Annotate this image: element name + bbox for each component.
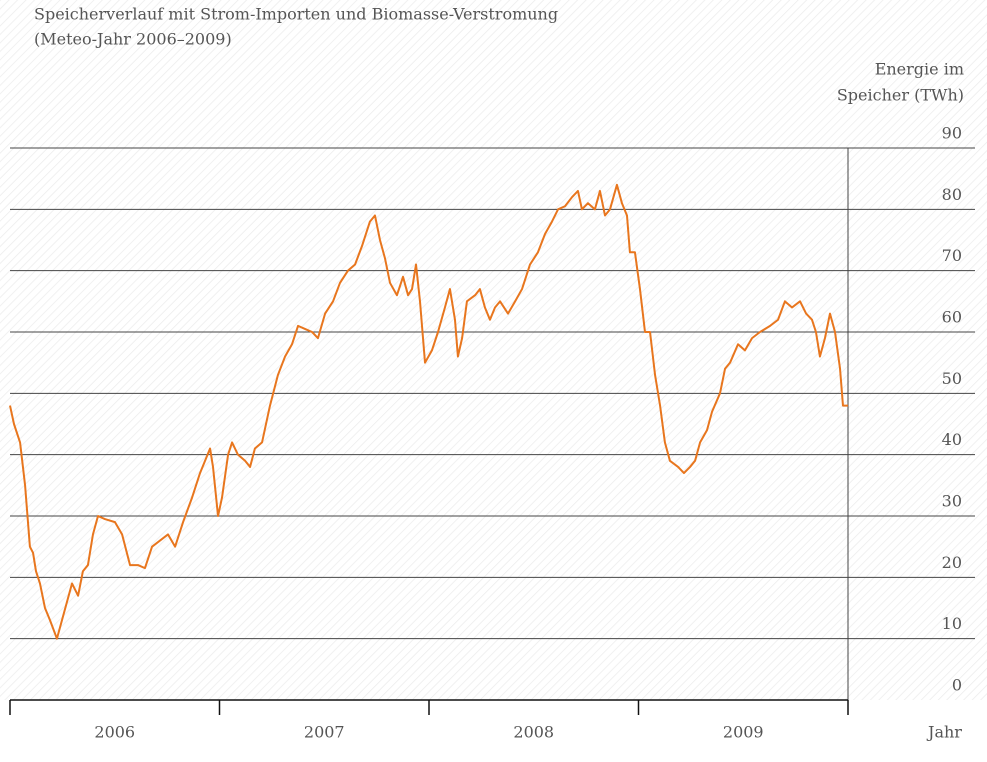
y-tick-label: 20: [942, 553, 962, 572]
x-tick-label: 2008: [513, 723, 554, 742]
y-tick-label: 70: [942, 246, 962, 265]
y-axis-label: Speicher (TWh): [837, 86, 964, 105]
x-axis-label: Jahr: [926, 723, 962, 742]
y-tick-label: 90: [942, 124, 962, 143]
y-tick-label: 30: [942, 492, 962, 511]
data-line: [9, 183, 848, 640]
chart-title: (Meteo-Jahr 2006–2009): [34, 30, 232, 49]
y-tick-label: 40: [942, 430, 962, 449]
y-tick-label: 50: [942, 369, 962, 388]
x-tick-label: 2009: [723, 723, 764, 742]
chart-title: Speicherverlauf mit Strom-Importen und B…: [34, 5, 558, 24]
x-tick-label: 2006: [94, 723, 135, 742]
y-tick-label: 80: [942, 185, 962, 204]
y-tick-label: 10: [942, 614, 962, 633]
y-tick-label: 60: [942, 308, 962, 327]
y-tick-label: 0: [952, 676, 962, 695]
y-axis-label: Energie im: [875, 60, 964, 79]
x-tick-label: 2007: [304, 723, 345, 742]
background: [0, 0, 987, 700]
